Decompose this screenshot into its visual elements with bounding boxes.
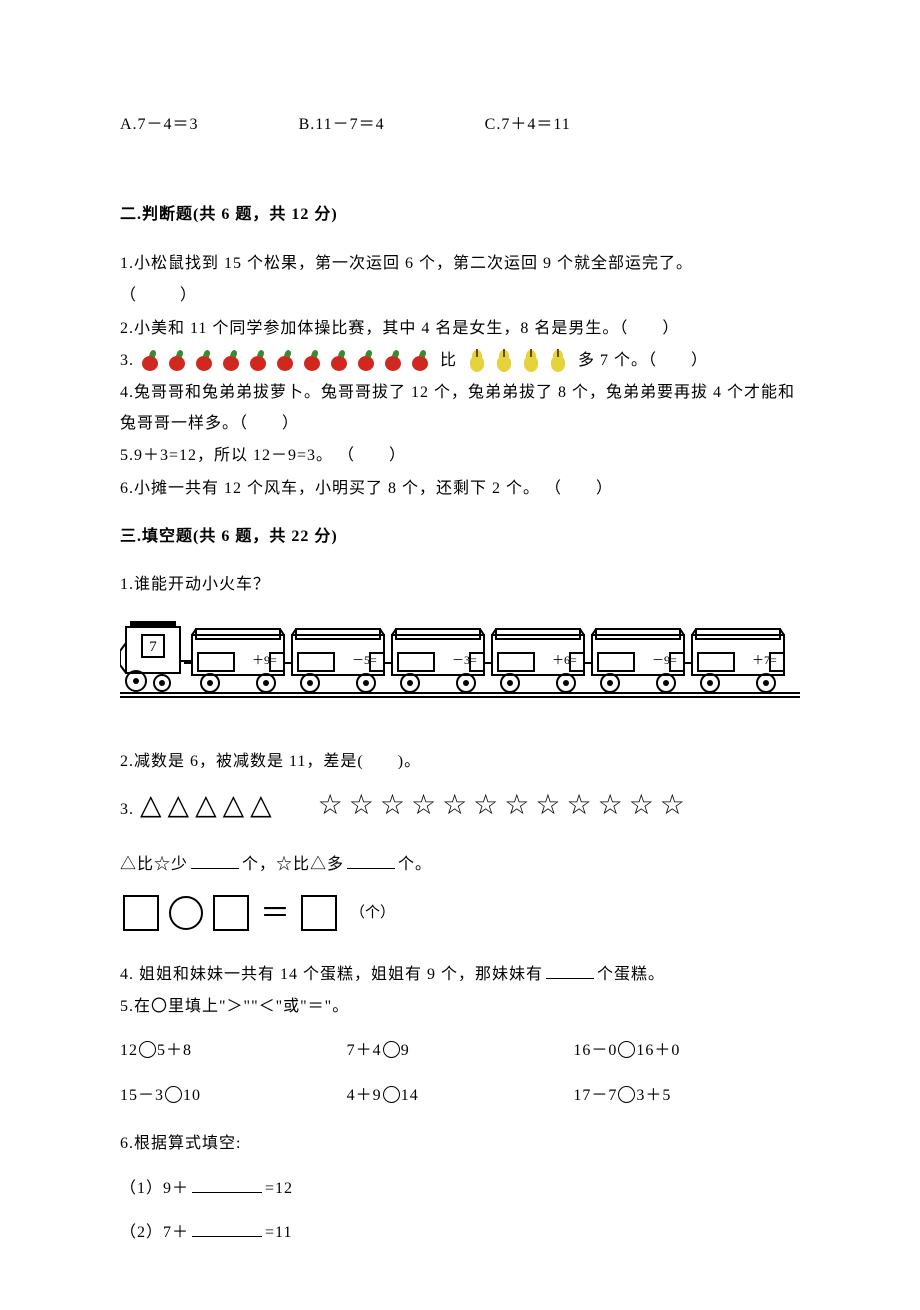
apple-icon <box>275 350 295 372</box>
equals-sign: ＝ <box>260 885 290 942</box>
train-op-5: －9= <box>652 653 677 667</box>
sec3-q4-b: 个蛋糕。 <box>597 966 665 983</box>
compare-circle[interactable] <box>383 1086 400 1103</box>
sec3-q3-part-b: 个，☆比△多 <box>242 856 344 873</box>
sec3-q6-1a: （1）9＋ <box>120 1180 189 1197</box>
blank-input[interactable] <box>192 1222 262 1237</box>
sec2-q3-mid: 比 <box>440 352 457 369</box>
pear-icon <box>494 348 514 374</box>
sec2-q2: 2.小美和 11 个同学参加体操比赛，其中 4 名是女生，8 名是男生。（ ） <box>120 314 800 344</box>
comp-item: 7＋49 <box>347 1036 574 1066</box>
apple-icon <box>329 350 349 372</box>
sec2-q3-post: 多 7 个。（ ） <box>578 352 708 369</box>
sec3-q3-part-c: 个。 <box>398 856 432 873</box>
comp-item: 125＋8 <box>120 1036 347 1066</box>
worksheet-page: A.7－4＝3 B.11－7＝4 C.7＋4＝11 二.判断题(共 6 题，共 … <box>0 0 920 1310</box>
apple-icon <box>248 350 268 372</box>
equation-box[interactable] <box>123 895 159 931</box>
train-op-6: ＋7= <box>752 653 777 667</box>
train-op-3: －3= <box>452 653 477 667</box>
compare-circle[interactable] <box>618 1041 635 1058</box>
option-a: A.7－4＝3 <box>120 110 199 140</box>
blank-input[interactable] <box>347 854 395 869</box>
train-op-1: ＋9= <box>252 653 277 667</box>
blank-input[interactable] <box>546 963 594 978</box>
comp-item: 17－73＋5 <box>573 1081 800 1111</box>
apple-icon <box>383 350 403 372</box>
compare-circle[interactable] <box>165 1086 182 1103</box>
pear-icon <box>467 348 487 374</box>
sec3-q6: 6.根据算式填空: <box>120 1129 800 1159</box>
apple-icon <box>140 350 160 372</box>
sec3-q3-num: 3. <box>120 801 134 818</box>
option-b: B.11－7＝4 <box>299 110 385 140</box>
apple-icon <box>194 350 214 372</box>
compare-circle[interactable] <box>139 1041 156 1058</box>
sec2-q3: 3. 比 多 7 个。（ ） <box>120 346 800 376</box>
sec3-q2: 2.减数是 6，被减数是 11，差是( )。 <box>120 747 800 777</box>
sec3-q4: 4. 姐姐和妹妹一共有 14 个蛋糕，姐姐有 9 个，那妹妹有 个蛋糕。 <box>120 960 800 990</box>
sec3-q6-1: （1）9＋ =12 <box>120 1174 800 1204</box>
sec3-q3-fill: △比☆少 个，☆比△多 个。 <box>120 850 800 880</box>
comp-item: 16－016＋0 <box>573 1036 800 1066</box>
section-3-title: 三.填空题(共 6 题，共 22 分) <box>120 522 800 552</box>
sec2-q6: 6.小摊一共有 12 个风车，小明买了 8 个，还剩下 2 个。 （ ） <box>120 474 800 504</box>
apple-icon <box>167 350 187 372</box>
multiple-choice-options: A.7－4＝3 B.11－7＝4 C.7＋4＝11 <box>120 110 800 140</box>
option-c: C.7＋4＝11 <box>485 110 571 140</box>
sec2-q5: 5.9＋3=12，所以 12－9=3。 （ ） <box>120 441 800 471</box>
comparison-row-1: 125＋8 7＋49 16－016＋0 <box>120 1036 800 1066</box>
sec3-q6-2b: =11 <box>265 1224 292 1241</box>
star-row: ☆☆☆☆☆☆☆☆☆☆☆☆ <box>318 790 691 821</box>
equation-unit: （个） <box>350 899 395 928</box>
sec3-q3-part-a: △比☆少 <box>120 856 188 873</box>
train-figure: 7 ＋9= －5= －3= ＋6= －9= ＋7= <box>120 621 800 699</box>
sec2-q1-bracket: （ ） <box>120 281 800 311</box>
equation-circle[interactable] <box>169 896 203 930</box>
train-op-4: ＋6= <box>552 653 577 667</box>
sec3-q3-equation: ＝ （个） <box>120 885 800 942</box>
train-start-value: 7 <box>149 639 157 655</box>
pear-icon <box>521 348 541 374</box>
sec2-q1: 1.小松鼠找到 15 个松果，第一次运回 6 个，第二次运回 9 个就全部运完了… <box>120 249 800 279</box>
apple-icon <box>410 350 430 372</box>
sec3-q5: 5.在〇里填上"＞""＜"或"＝"。 <box>120 992 800 1022</box>
sec3-q1: 1.谁能开动小火车？ <box>120 570 800 600</box>
train-op-2: －5= <box>352 653 377 667</box>
apple-icon <box>221 350 241 372</box>
blank-input[interactable] <box>191 854 239 869</box>
comp-item: 4＋914 <box>347 1081 574 1111</box>
comp-item: 15－310 <box>120 1081 347 1111</box>
equation-box[interactable] <box>301 895 337 931</box>
blank-input[interactable] <box>192 1177 262 1192</box>
compare-circle[interactable] <box>618 1086 635 1103</box>
pear-icon <box>548 348 568 374</box>
sec2-q3-prefix: 3. <box>120 352 134 369</box>
sec3-q6-2a: （2）7＋ <box>120 1224 189 1241</box>
apple-icon <box>302 350 322 372</box>
apple-icon <box>356 350 376 372</box>
sec2-q4: 4.兔哥哥和兔弟弟拔萝卜。兔哥哥拔了 12 个，兔弟弟拔了 8 个，兔弟弟要再拔… <box>120 378 800 439</box>
sec3-q6-1b: =12 <box>265 1180 293 1197</box>
equation-box[interactable] <box>213 895 249 931</box>
section-2-title: 二.判断题(共 6 题，共 12 分) <box>120 200 800 230</box>
compare-circle[interactable] <box>383 1041 400 1058</box>
sec3-q6-2: （2）7＋ =11 <box>120 1218 800 1248</box>
triangle-row: △△△△△ <box>140 790 278 821</box>
comparison-row-2: 15－310 4＋914 17－73＋5 <box>120 1081 800 1111</box>
sec3-q4-a: 4. 姐姐和妹妹一共有 14 个蛋糕，姐姐有 9 个，那妹妹有 <box>120 966 543 983</box>
sec3-q3-shapes: 3. △△△△△ ☆☆☆☆☆☆☆☆☆☆☆☆ <box>120 779 800 832</box>
